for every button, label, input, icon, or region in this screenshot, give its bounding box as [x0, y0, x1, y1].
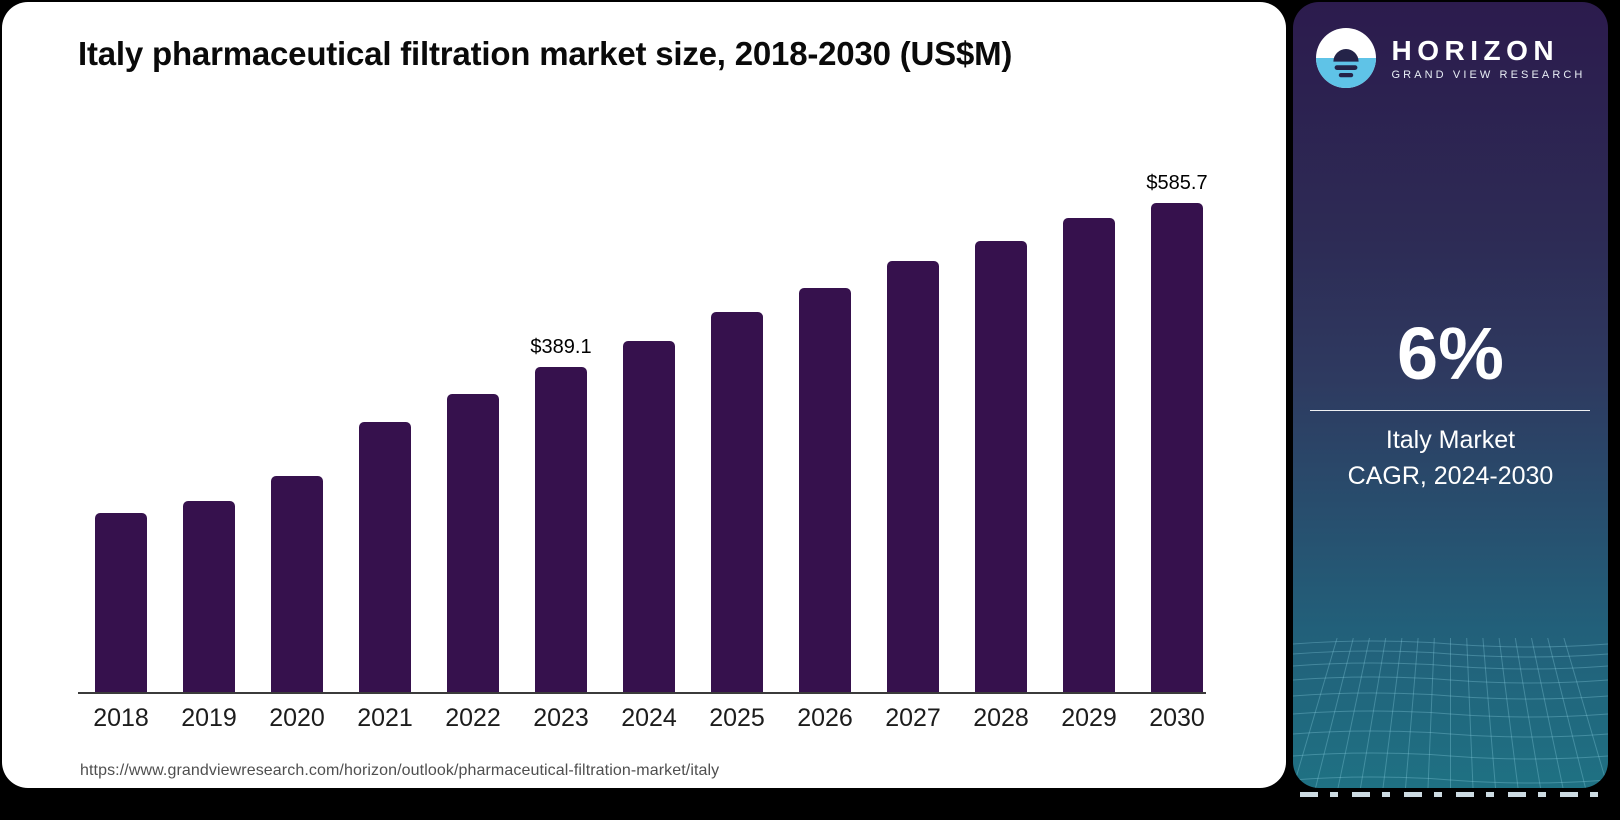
brand-subtitle: GRAND VIEW RESEARCH [1391, 68, 1586, 81]
brand-wordmark: HORIZON GRAND VIEW RESEARCH [1391, 34, 1586, 81]
bar-2030 [1151, 203, 1203, 692]
brand-logo: HORIZON GRAND VIEW RESEARCH [1293, 28, 1608, 88]
bar-2025 [711, 312, 763, 692]
bar-2022 [447, 394, 499, 692]
bar-column-2018 [95, 513, 147, 692]
bar-column-2020 [271, 476, 323, 692]
bar-2020 [271, 476, 323, 692]
x-axis-labels: 2018 2019 2020 2021 2022 2023 2024 2025 2026 2027… [78, 704, 1206, 733]
bar-2019 [183, 501, 235, 692]
chart-card: Italy pharmaceutical filtration market s… [2, 2, 1286, 788]
x-tick-2024: 2024 [621, 704, 677, 732]
bar-value-label-2023: $389.1 [530, 336, 592, 358]
bar-2029 [1063, 218, 1115, 692]
wireframe-mesh-decoration [1293, 638, 1608, 788]
x-tick-2022: 2022 [445, 704, 501, 732]
x-tick-2023: 2023 [533, 704, 589, 732]
bar-2021 [359, 422, 411, 692]
bar-column-2024 [623, 341, 675, 692]
bar-column-2021 [359, 422, 411, 692]
bar-column-2028 [975, 241, 1027, 692]
bar-column-2023: $389.1 [530, 336, 592, 692]
dash-ticks-decoration [1300, 792, 1602, 797]
x-tick-2018: 2018 [93, 704, 149, 732]
horizon-sun-icon [1315, 28, 1376, 88]
sidebar: HORIZON GRAND VIEW RESEARCH 6% Italy Mar… [1293, 2, 1608, 788]
x-tick-2020: 2020 [269, 704, 325, 732]
bar-2023 [535, 367, 587, 692]
brand-name: HORIZON [1391, 34, 1560, 66]
x-tick-2026: 2026 [797, 704, 853, 732]
bar-2024 [623, 341, 675, 692]
x-tick-2021: 2021 [357, 704, 413, 732]
cagr-label: Italy Market CAGR, 2024-2030 [1293, 422, 1608, 494]
x-tick-2025: 2025 [709, 704, 765, 732]
x-tick-2028: 2028 [973, 704, 1029, 732]
bar-column-2019 [183, 501, 235, 692]
bar-column-2029 [1063, 218, 1115, 692]
bar-column-2025 [711, 312, 763, 692]
chart-title: Italy pharmaceutical filtration market s… [78, 35, 1013, 72]
x-tick-2019: 2019 [181, 704, 237, 732]
cagr-label-line2: CAGR, 2024-2030 [1347, 462, 1554, 490]
bar-column-2027 [887, 261, 939, 692]
bar-plot: $389.1 $585.7 [78, 172, 1208, 694]
bar-column-2022 [447, 394, 499, 692]
x-tick-2027: 2027 [885, 704, 941, 732]
bar-2027 [887, 261, 939, 692]
x-tick-2029: 2029 [1061, 704, 1117, 732]
stat-divider [1310, 410, 1590, 411]
bar-column-2026 [799, 288, 851, 692]
bar-2018 [95, 513, 147, 692]
bar-2028 [975, 241, 1027, 692]
x-tick-2030: 2030 [1149, 704, 1205, 732]
bar-2026 [799, 288, 851, 692]
cagr-value: 6% [1397, 312, 1504, 395]
bar-column-2030: $585.7 [1146, 172, 1208, 692]
source-url: https://www.grandviewresearch.com/horizo… [80, 762, 720, 779]
bar-value-label-2030: $585.7 [1146, 172, 1208, 194]
cagr-label-line1: Italy Market [1385, 426, 1516, 454]
